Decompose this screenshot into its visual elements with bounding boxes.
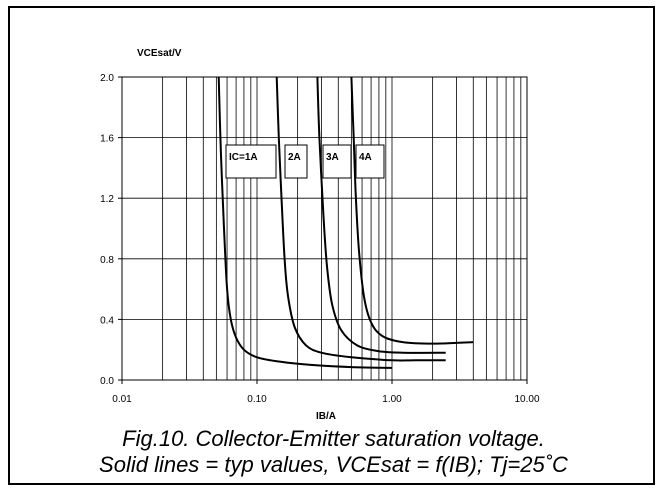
y-tick-label: 1.6 bbox=[100, 134, 114, 145]
curve-label-box bbox=[225, 144, 277, 179]
x-tick-label: 0.01 bbox=[112, 394, 132, 405]
curve-label: 3A bbox=[326, 152, 339, 163]
series-line-3 bbox=[316, 76, 446, 354]
curve-label: IC=1A bbox=[229, 152, 258, 163]
curve-label-box bbox=[284, 144, 308, 179]
series-line-1 bbox=[217, 76, 393, 369]
tick-labels: 0.0 0.4 0.8 1.2 1.6 2.0 0.01 0.10 1.00 10.00 bbox=[100, 73, 540, 405]
figure-caption-line-1: Fig.10. Collector-Emitter saturation vol… bbox=[122, 426, 545, 451]
curve-label-box bbox=[322, 144, 352, 179]
curve-label-box bbox=[355, 144, 385, 179]
curve-label: 4A bbox=[359, 152, 372, 163]
x-axis-label: IB/A bbox=[316, 411, 336, 422]
y-tick-label: 0.8 bbox=[100, 255, 114, 266]
y-axis-label: VCEsat/V bbox=[137, 48, 182, 59]
y-tick-label: 0.0 bbox=[100, 376, 114, 387]
curve-labels: IC=1A 2A 3A 4A bbox=[225, 144, 385, 179]
x-tick-label: 10.00 bbox=[514, 394, 539, 405]
curves bbox=[217, 76, 474, 369]
y-tick-label: 0.4 bbox=[100, 315, 114, 326]
series-line-2 bbox=[275, 76, 446, 362]
curve-label: 2A bbox=[288, 152, 301, 163]
figure-caption-line-2: Solid lines = typ values, VCEsat = f(IB)… bbox=[99, 452, 568, 477]
series-line-4 bbox=[350, 76, 474, 345]
y-tick-label: 1.2 bbox=[100, 194, 114, 205]
plot-area bbox=[121, 76, 528, 381]
y-tick-label: 2.0 bbox=[100, 73, 114, 84]
figure-frame bbox=[8, 6, 655, 485]
x-tick-label: 1.00 bbox=[382, 394, 402, 405]
grid bbox=[122, 77, 527, 380]
x-tick-label: 0.10 bbox=[247, 394, 267, 405]
